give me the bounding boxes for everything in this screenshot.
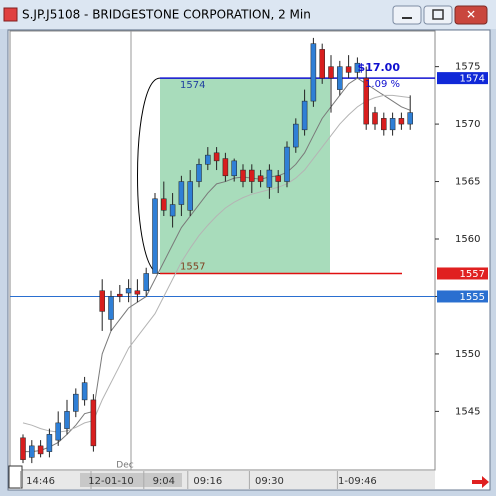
price-tag — [437, 72, 488, 85]
month-label: Dec — [116, 461, 133, 471]
zone-bracket — [137, 77, 161, 274]
scroll-box[interactable] — [8, 465, 23, 489]
y-tick-label: 1550 — [455, 349, 480, 360]
candle-body — [205, 154, 211, 165]
candle-body — [231, 160, 237, 177]
price-tag — [437, 290, 488, 303]
candle-body — [222, 158, 229, 177]
x-tick-label: 9:04 — [153, 476, 175, 487]
x-tick-label: 09:30 — [255, 476, 284, 487]
candle-body — [275, 175, 281, 182]
candle-body — [108, 296, 114, 320]
candle-body — [407, 112, 413, 125]
candle-body — [134, 290, 141, 295]
candle-body — [372, 112, 378, 125]
y-tick-label: 1575 — [455, 62, 480, 73]
moving-average — [23, 77, 411, 453]
zone-bottom-label: 1557 — [180, 261, 205, 272]
candle-body — [249, 169, 255, 182]
candle-body — [363, 77, 369, 125]
scroll-right-arrow[interactable] — [472, 476, 489, 488]
candle-body — [37, 445, 44, 455]
candle-body — [319, 49, 325, 79]
candle-body — [196, 164, 202, 182]
candle-body — [187, 181, 193, 211]
y-tick-label: 1560 — [455, 234, 480, 245]
date-highlight — [80, 473, 182, 487]
candle-body — [46, 434, 53, 452]
close-button[interactable] — [454, 5, 488, 25]
x-tick-label: 1-09:46 — [338, 476, 377, 487]
candle-body — [152, 198, 158, 274]
candle-body — [169, 204, 176, 217]
candle-body — [90, 399, 97, 447]
zone-top-label: 1574 — [180, 80, 205, 91]
moving-average — [22, 94, 411, 433]
candle-body — [266, 169, 273, 188]
candle-body — [178, 181, 185, 205]
candle-body — [99, 290, 105, 312]
candle-body — [284, 146, 290, 182]
candle-body — [301, 100, 308, 131]
candle-body — [310, 43, 317, 102]
y-tick-label: 1545 — [455, 406, 480, 417]
x-tick-label: 09:16 — [193, 476, 222, 487]
candle-body — [328, 66, 334, 79]
candle-body — [257, 175, 264, 182]
candle-body — [240, 169, 246, 182]
candle-body — [55, 422, 61, 441]
candle-body — [381, 118, 387, 131]
y-tick-label: 1565 — [455, 177, 480, 188]
candle-body — [161, 198, 167, 211]
candle-body — [64, 411, 70, 429]
window-title: S.JP.J5108 - BRIDGESTONE CORPORATION, 2 … — [22, 8, 311, 22]
candle-body — [117, 293, 123, 297]
profit-label: $17.00 — [358, 61, 401, 74]
minimize-button[interactable] — [392, 5, 422, 25]
app-icon — [3, 7, 18, 22]
candle-body — [143, 273, 149, 291]
candle-body — [337, 66, 343, 90]
price-tag-label: 1557 — [460, 269, 485, 280]
close-icon: ✕ — [466, 8, 476, 22]
candle-body — [345, 66, 352, 73]
candle-body — [73, 393, 79, 412]
candle-body — [125, 288, 132, 294]
percent-label: 1.09 % — [365, 79, 400, 90]
candle-body — [29, 445, 35, 458]
maximize-icon — [432, 9, 444, 20]
candle-body — [20, 437, 26, 460]
candle-body — [213, 152, 220, 162]
price-tag — [437, 267, 488, 280]
candle-body — [398, 118, 405, 125]
candle-body — [389, 118, 396, 131]
candle-body — [293, 123, 299, 148]
x-tick-label: 12-01-10 — [88, 476, 133, 487]
price-tag-label: 1555 — [460, 292, 485, 303]
price-tag-label: 1574 — [460, 74, 485, 85]
y-tick-label: 1570 — [455, 119, 480, 130]
candle-body — [354, 62, 361, 73]
candle-body — [81, 382, 88, 401]
maximize-button[interactable] — [423, 5, 453, 25]
x-tick-label: 14:46 — [26, 476, 55, 487]
